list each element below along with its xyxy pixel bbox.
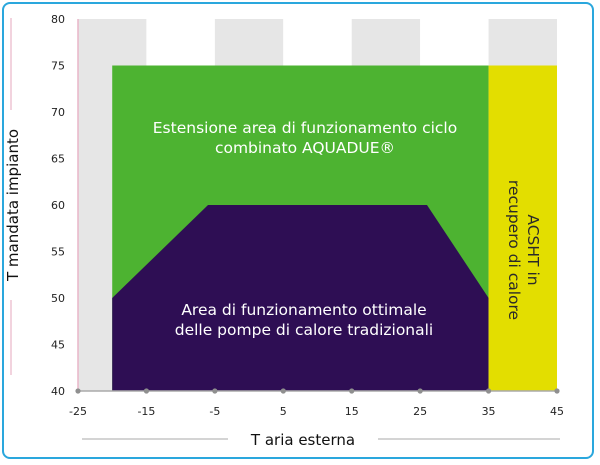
region-labels: Estensione area di funzionamento ciclo co… (153, 119, 542, 339)
x-tick-label: 25 (413, 405, 427, 418)
x-tick-labels: -25 -15 -5 5 15 25 35 45 (69, 405, 564, 418)
x-tick-label: 45 (550, 405, 564, 418)
y-tick-label: 80 (51, 13, 65, 26)
axes (77, 19, 557, 392)
x-tick-dot (417, 388, 423, 394)
y-tick-label: 75 (51, 60, 65, 73)
x-tick-label: -15 (137, 405, 155, 418)
y-tick-label: 70 (51, 106, 65, 119)
x-tick-dot (349, 388, 355, 394)
green-region-label: Estensione area di funzionamento ciclo co… (153, 119, 457, 157)
x-tick-label: -5 (209, 405, 220, 418)
y-tick-label: 45 (51, 339, 65, 352)
x-tick-label: -25 (69, 405, 87, 418)
x-tick-dot (280, 388, 286, 394)
purple-region-label: Area di funzionamento ottimale delle pomp… (175, 301, 434, 339)
region-purple (112, 205, 489, 391)
y-tick-labels: 40 45 50 55 60 65 70 75 80 (51, 13, 65, 398)
y-tick-label: 55 (51, 246, 65, 259)
x-tick-dot (143, 388, 150, 394)
x-tick-label: 35 (482, 405, 496, 418)
y-tick-label: 65 (51, 153, 65, 166)
regions (112, 65, 557, 391)
yellow-region-label: ACSHT inrecupero di calore (505, 180, 542, 320)
y-axis-title: T mandata impianto (4, 129, 22, 282)
region-yellow (488, 65, 557, 391)
x-tick-dot (485, 388, 492, 394)
x-axis-title: T aria esterna (250, 431, 355, 449)
x-tick-dot (554, 388, 560, 394)
y-tick-label: 50 (51, 292, 65, 305)
x-tick-label: 5 (280, 405, 287, 418)
x-tick-dots (75, 388, 560, 394)
x-tick-dot (212, 388, 218, 394)
y-tick-label: 60 (51, 199, 65, 212)
x-tick-dot (75, 388, 81, 394)
y-tick-label: 40 (51, 385, 65, 398)
x-tick-label: 15 (345, 405, 359, 418)
